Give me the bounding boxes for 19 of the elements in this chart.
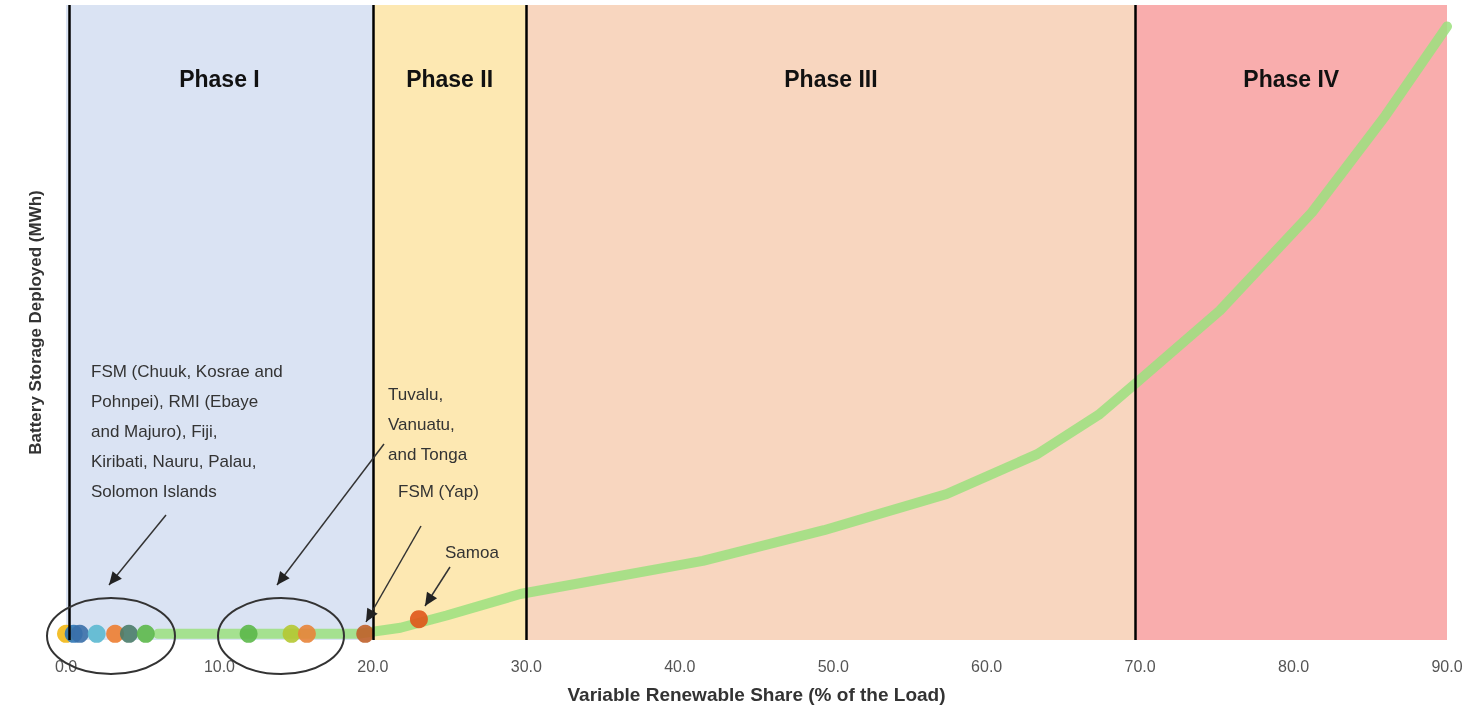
x-tick-label: 10.0 <box>203 657 236 675</box>
band-label: Phase I <box>179 65 260 92</box>
x-tick-label: 50.0 <box>817 657 849 675</box>
band-label: Phase IV <box>1243 65 1340 92</box>
x-tick-label: 60.0 <box>971 657 1003 675</box>
band-label: Phase II <box>406 65 494 92</box>
x-tick-label: 90.0 <box>1431 657 1463 675</box>
x-tick-label: 30.0 <box>510 657 543 675</box>
band-label: Phase III <box>784 65 878 92</box>
annotation: FSM (Chuuk, Kosrae and Pohnpei), RMI (Ebaye and Majuro), Fiji, Kiribati, Nauru, Palau, Solomon Islands <box>91 361 283 503</box>
x-axis-title: Variable Renewable Share (% of the Load) <box>567 684 946 705</box>
y-axis-title: Battery Storage Deployed (MWh) <box>26 190 45 455</box>
annotation: FSM (Yap) <box>398 481 479 503</box>
x-tick-label: 80.0 <box>1277 657 1310 675</box>
annotation: Tuvalu, Vanuatu, and Tonga <box>388 384 468 466</box>
x-tick-label: 70.0 <box>1124 657 1156 675</box>
x-tick-label: 40.0 <box>664 657 696 675</box>
x-tick-label: 20.0 <box>357 657 389 675</box>
annotation: Samoa <box>445 542 499 564</box>
